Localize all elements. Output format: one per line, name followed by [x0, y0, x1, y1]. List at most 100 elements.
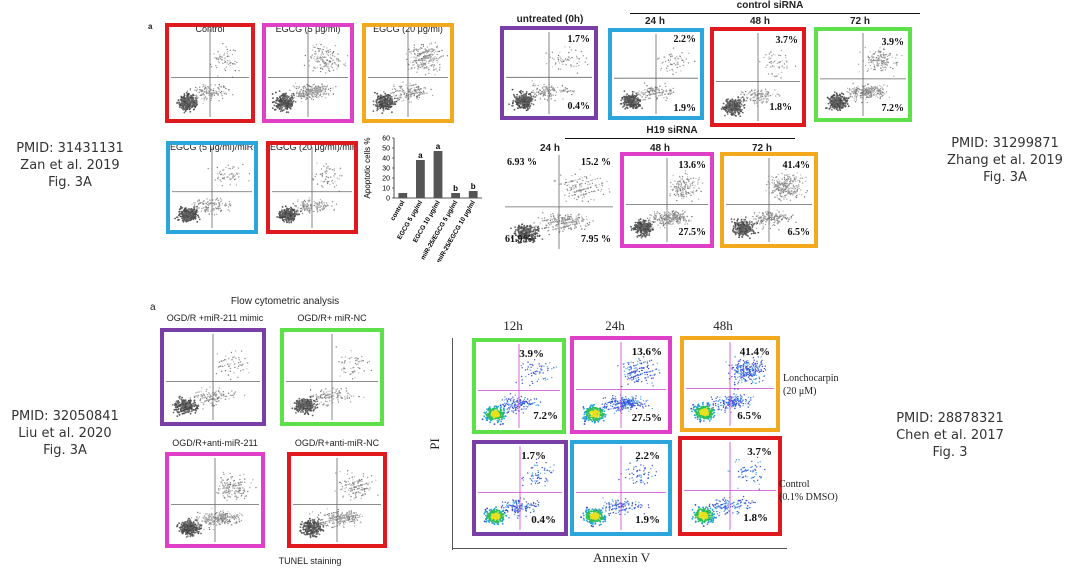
fig4-time-12h: 12h: [503, 318, 523, 333]
scatter-dots: [176, 43, 240, 114]
fig4-y-axis-line: [452, 338, 453, 550]
pct-upper-right: 3.9%: [881, 37, 905, 48]
fig3-footer: TUNEL staining: [278, 556, 342, 566]
scatter-dots: [690, 355, 767, 423]
scatter-dots: [481, 359, 558, 426]
facs-plot: [576, 342, 666, 428]
fig3-title-anti211: OGD/R+anti-miR-211: [172, 438, 258, 448]
pct-lower-right: 7.2%: [881, 103, 905, 114]
fig2-title-24h: 24 h: [644, 16, 665, 27]
bar-chart-tick-label: 0: [386, 196, 390, 203]
fig2-title-untreated: untreated (0h): [516, 14, 584, 25]
row-label-line: Lonchocarpin: [783, 373, 839, 384]
facs-plot: [272, 147, 352, 228]
bar-chart-tick-label: 30: [382, 166, 390, 173]
fig1-panel-egcg20: EGCG (20 μg/ml): [362, 23, 454, 123]
fig2-panel-h19-72h: 41.4% 6.5%: [720, 152, 818, 248]
citation-figure: Fig. 3A: [983, 170, 1027, 185]
row-label-line: (0.1% DMSO): [779, 492, 838, 503]
pct-lower-right: 0.4%: [531, 514, 556, 526]
citation-authors: Liu et al. 2020: [18, 426, 112, 441]
scatter-dots: [619, 47, 696, 110]
pct-upper-left: 6.93 %: [507, 157, 537, 168]
facs-plot: [171, 458, 259, 542]
pct-lower-right: 1.9%: [635, 514, 660, 526]
control-sirna-bracket: [630, 13, 920, 14]
bar-chart-svg: Apoptotic cells % 6050403020100controlaEG…: [363, 136, 482, 264]
pct-upper-right: 3.7%: [747, 446, 772, 458]
fig4-panel-ctrl-12h: 1.7% 0.4%: [472, 440, 568, 536]
fig2-title-72h: 72 h: [849, 16, 870, 27]
bar-category-label: control: [389, 199, 406, 222]
facs-plot: [172, 147, 252, 228]
pct-lower-left: 61.9%: [505, 234, 533, 245]
pct-upper-right: 41.4%: [782, 160, 811, 171]
fig2-panel-untreated: 1.7% 0.4%: [500, 26, 598, 120]
bar-chart-tick-label: 20: [382, 176, 390, 183]
pct-lower-right: 0.4%: [567, 101, 591, 112]
bar-chart-tick-label: 10: [382, 186, 390, 193]
scatter-dots: [291, 346, 372, 417]
pct-upper-right: 1.7%: [567, 34, 591, 45]
pct-upper-right: 1.7%: [521, 450, 546, 462]
facs-plot: [576, 446, 666, 530]
facs-plot: [286, 334, 378, 420]
scatter-dots: [580, 459, 657, 528]
bar: [398, 193, 408, 198]
pct-upper-right: 3.7%: [775, 35, 799, 46]
facs-plot: [166, 334, 260, 420]
bar-chart-tick-label: 50: [382, 146, 390, 153]
fig4-panel-ctrl-24h: 2.2% 1.9%: [570, 440, 672, 536]
facs-plot: [478, 344, 560, 428]
control-sirna-label: control siRNA: [736, 0, 804, 11]
h19-sirna-label: H19 siRNA: [646, 125, 698, 136]
bar-stat-label: b: [453, 184, 458, 193]
fig3-title-mimic: OGD/R +miR-211 mimic: [166, 313, 264, 323]
fig2-panel-48h: 3.7% 1.8%: [710, 27, 806, 127]
facs-plot: [505, 155, 613, 249]
fig3-panel-mimic: [160, 328, 266, 426]
citation-liu: PMID: 32050841 Liu et al. 2020 Fig. 3A: [5, 408, 125, 459]
fig1-panel-egcg5-mir25: EGCG (5 μg/ml)/miR-25: [166, 141, 258, 234]
scatter-dots: [720, 49, 797, 118]
fig1-letter: a: [148, 22, 153, 31]
scatter-dots: [730, 168, 808, 240]
scatter-dots: [582, 351, 661, 425]
citation-authors: Zhang et al. 2019: [947, 153, 1063, 168]
citation-authors: Zan et al. 2019: [20, 158, 120, 173]
citation-pmid: PMID: 31299871: [951, 136, 1059, 151]
citation-pmid: PMID: 31431131: [16, 141, 124, 156]
fig3-panel-antinc: [287, 452, 387, 548]
fig3-letter: a: [150, 302, 156, 313]
scatter-dots: [825, 46, 903, 112]
facs-plot: [171, 29, 249, 117]
citation-figure: Fig. 3: [932, 445, 968, 460]
scatter-dots: [171, 350, 250, 417]
fig1-panel-control: Control: [165, 23, 255, 123]
citation-zan: PMID: 31431131 Zan et al. 2019 Fig. 3A: [10, 140, 130, 191]
scatter-dots: [510, 168, 611, 244]
fig1-panel-egcg5: EGCG (5 μg/ml): [262, 23, 354, 123]
citation-zhang: PMID: 31299871 Zhang et al. 2019 Fig. 3A: [940, 135, 1070, 186]
pct-lower-right: 27.5%: [678, 227, 707, 238]
h19-sirna-bracket: [565, 138, 795, 139]
citation-chen: PMID: 28878321 Chen et al. 2017 Fig. 3: [885, 410, 1015, 461]
pct-lower-right: 6.5%: [737, 410, 762, 422]
facs-plot: [268, 29, 349, 117]
row-label-line: Control: [779, 479, 810, 490]
pct-upper-right: 2.2%: [673, 34, 697, 45]
fig4-panel-ctrl-48h: 3.7% 1.8%: [678, 436, 782, 536]
fig3-panel-mirnc: [280, 328, 384, 426]
pct-upper-right: 3.9%: [519, 348, 544, 360]
pct-lower-right: 7.95 %: [581, 234, 611, 245]
facs-plot: [506, 32, 592, 114]
pct-upper-right: 2.2%: [635, 450, 660, 462]
scatter-dots: [630, 170, 704, 239]
pct-upper-right: 15.2 %: [581, 157, 611, 168]
bar-stat-label: a: [436, 142, 441, 151]
scatter-dots: [271, 43, 349, 114]
facs-plot: [820, 33, 906, 116]
fig2-bottom-title-24h: 24 h: [539, 143, 560, 154]
scatter-dots: [691, 456, 766, 527]
fig4-panel-lonch-12h: 3.9% 7.2%: [472, 338, 566, 434]
